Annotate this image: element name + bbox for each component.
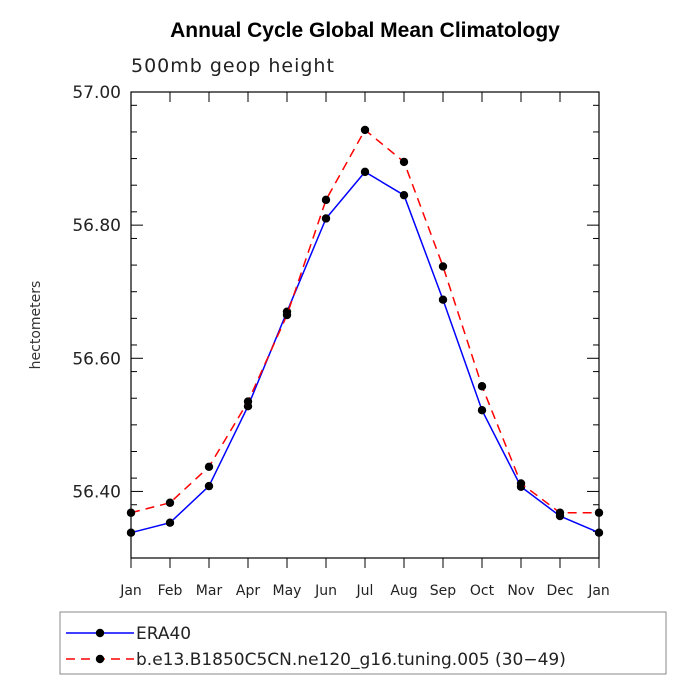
x-tick-label: Apr: [236, 583, 260, 599]
series-layer: [126, 125, 604, 537]
x-tick-label: Jul: [356, 583, 374, 599]
x-tick-label: Sep: [430, 583, 457, 599]
legend-item: ERA40: [66, 624, 191, 644]
data-point: [477, 382, 487, 391]
data-point: [321, 214, 331, 223]
data-point: [516, 479, 526, 488]
x-tick-label: Aug: [390, 583, 417, 599]
legend: [59, 611, 667, 675]
y-tick-label: 56.80: [72, 216, 121, 236]
data-point: [399, 157, 409, 167]
data-point: [594, 528, 604, 537]
plot-area: [130, 91, 600, 559]
data-point: [243, 397, 253, 406]
x-tick-label: Jan: [119, 583, 142, 599]
x-tick-label: Feb: [158, 583, 183, 599]
y-axis-label: hectometers: [28, 281, 44, 370]
y-tick-label: 57.00: [72, 83, 121, 103]
x-tick-label: May: [273, 583, 302, 599]
y-tick-label: 56.60: [72, 349, 121, 369]
legend-label: ERA40: [136, 624, 191, 644]
x-tick-label: Jun: [314, 583, 337, 599]
data-point: [594, 508, 604, 517]
x-tick-label: Dec: [546, 583, 573, 599]
data-point: [165, 518, 175, 527]
x-tick-label: Mar: [196, 583, 223, 599]
x-tick-label: Nov: [507, 583, 534, 599]
data-point: [438, 262, 448, 271]
series-line: [130, 170, 600, 534]
data-point: [204, 481, 214, 491]
legend-items: ERA40 b.e13.B1850C5CN.ne120_g16.tuning.00…: [66, 624, 566, 670]
data-point: [477, 406, 487, 415]
series-model: [126, 125, 604, 517]
legend-label: b.e13.B1850C5CN.ne120_g16.tuning.005 (30…: [136, 650, 566, 670]
series-era40: [126, 167, 604, 537]
data-point: [282, 310, 292, 320]
chart-subtitle: 500mb geop height: [131, 55, 335, 77]
series-line: [130, 128, 599, 514]
data-point: [126, 508, 136, 517]
data-point: [321, 195, 331, 205]
data-point: [399, 190, 409, 200]
data-point: [204, 462, 214, 471]
legend-item: b.e13.B1850C5CN.ne120_g16.tuning.005 (30…: [66, 650, 566, 670]
y-tick-labels: 56.40 56.60 56.80 57.00: [72, 83, 121, 502]
x-tick-label: Oct: [470, 583, 495, 599]
legend-marker: [95, 654, 105, 664]
data-point: [360, 167, 370, 177]
data-point: [555, 508, 565, 517]
x-tick-labels: Jan Feb Mar Apr May Jun Jul Aug Sep Oct Nov Dec Jan: [119, 583, 610, 599]
data-point: [165, 498, 175, 507]
chart-title: Annual Cycle Global Mean Climatology: [170, 19, 560, 42]
legend-marker: [95, 628, 105, 638]
data-point: [360, 125, 370, 135]
x-tick-label: Jan: [587, 583, 610, 599]
data-point: [438, 295, 448, 304]
data-point: [126, 528, 136, 537]
y-tick-label: 56.40: [72, 482, 121, 502]
axis-ticks: [130, 91, 600, 568]
